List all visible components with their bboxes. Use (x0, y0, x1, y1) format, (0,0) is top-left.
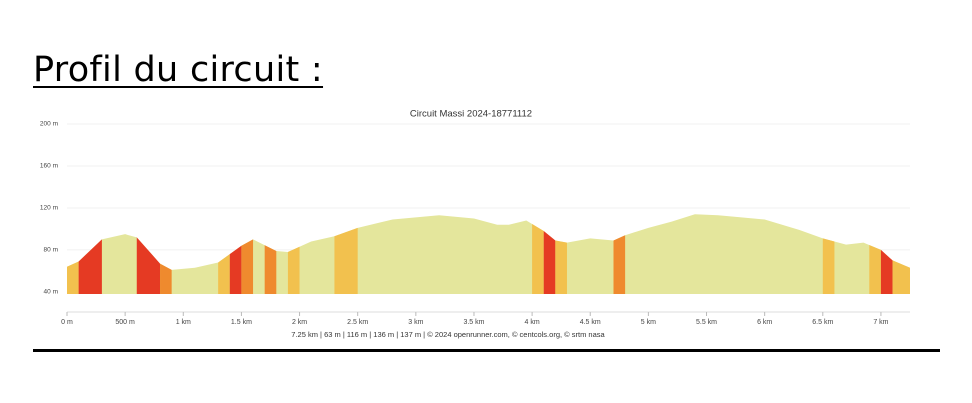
x-tick-label: 500 m (115, 319, 135, 326)
x-tick-label: 3.5 km (463, 319, 484, 326)
x-tick-label: 4 km (525, 319, 540, 326)
y-tick-label: 160 m (40, 163, 58, 170)
chart-footer: 7.25 km | 63 m | 116 m | 136 m | 137 m |… (291, 330, 605, 339)
slope-segment (555, 214, 567, 294)
slope-segment (334, 214, 358, 294)
y-tick-label: 200 m (40, 121, 58, 128)
x-tick-label: 2 km (292, 319, 307, 326)
slope-segment (67, 214, 79, 294)
slope-segment (892, 214, 910, 294)
y-tick-label: 40 m (44, 289, 58, 296)
x-tick-label: 5.5 km (696, 319, 717, 326)
elevation-area (67, 214, 910, 294)
slope-segment (241, 214, 254, 294)
slope-segment (78, 214, 102, 294)
divider (33, 349, 940, 352)
x-tick-label: 2.5 km (347, 319, 368, 326)
x-tick-label: 6.5 km (812, 319, 833, 326)
chart-title: Circuit Massi 2024-18771112 (410, 109, 532, 120)
y-tick-label: 80 m (44, 247, 58, 254)
slope-segment (136, 214, 161, 294)
y-tick-label: 120 m (40, 205, 58, 212)
x-tick-label: 4.5 km (580, 319, 601, 326)
slope-segment (532, 214, 544, 294)
x-tick-label: 0 m (61, 319, 73, 326)
x-tick-label: 5 km (641, 319, 656, 326)
slope-segment (822, 214, 835, 294)
slope-segment (543, 214, 556, 294)
x-tick-label: 3 km (408, 319, 423, 326)
slope-segment (264, 214, 277, 294)
slope-segment (218, 214, 230, 294)
x-tick-label: 1 km (176, 319, 191, 326)
x-tick-label: 7 km (873, 319, 888, 326)
x-tick-label: 1.5 km (231, 319, 252, 326)
slope-segment (229, 214, 242, 294)
slope-segment (613, 214, 626, 294)
heading: Profil du circuit : (33, 50, 324, 90)
slope-segment (287, 214, 300, 294)
slope-segment (160, 214, 172, 294)
slope-segment (880, 214, 893, 294)
x-tick-label: 6 km (757, 319, 772, 326)
slope-segment (869, 214, 881, 294)
